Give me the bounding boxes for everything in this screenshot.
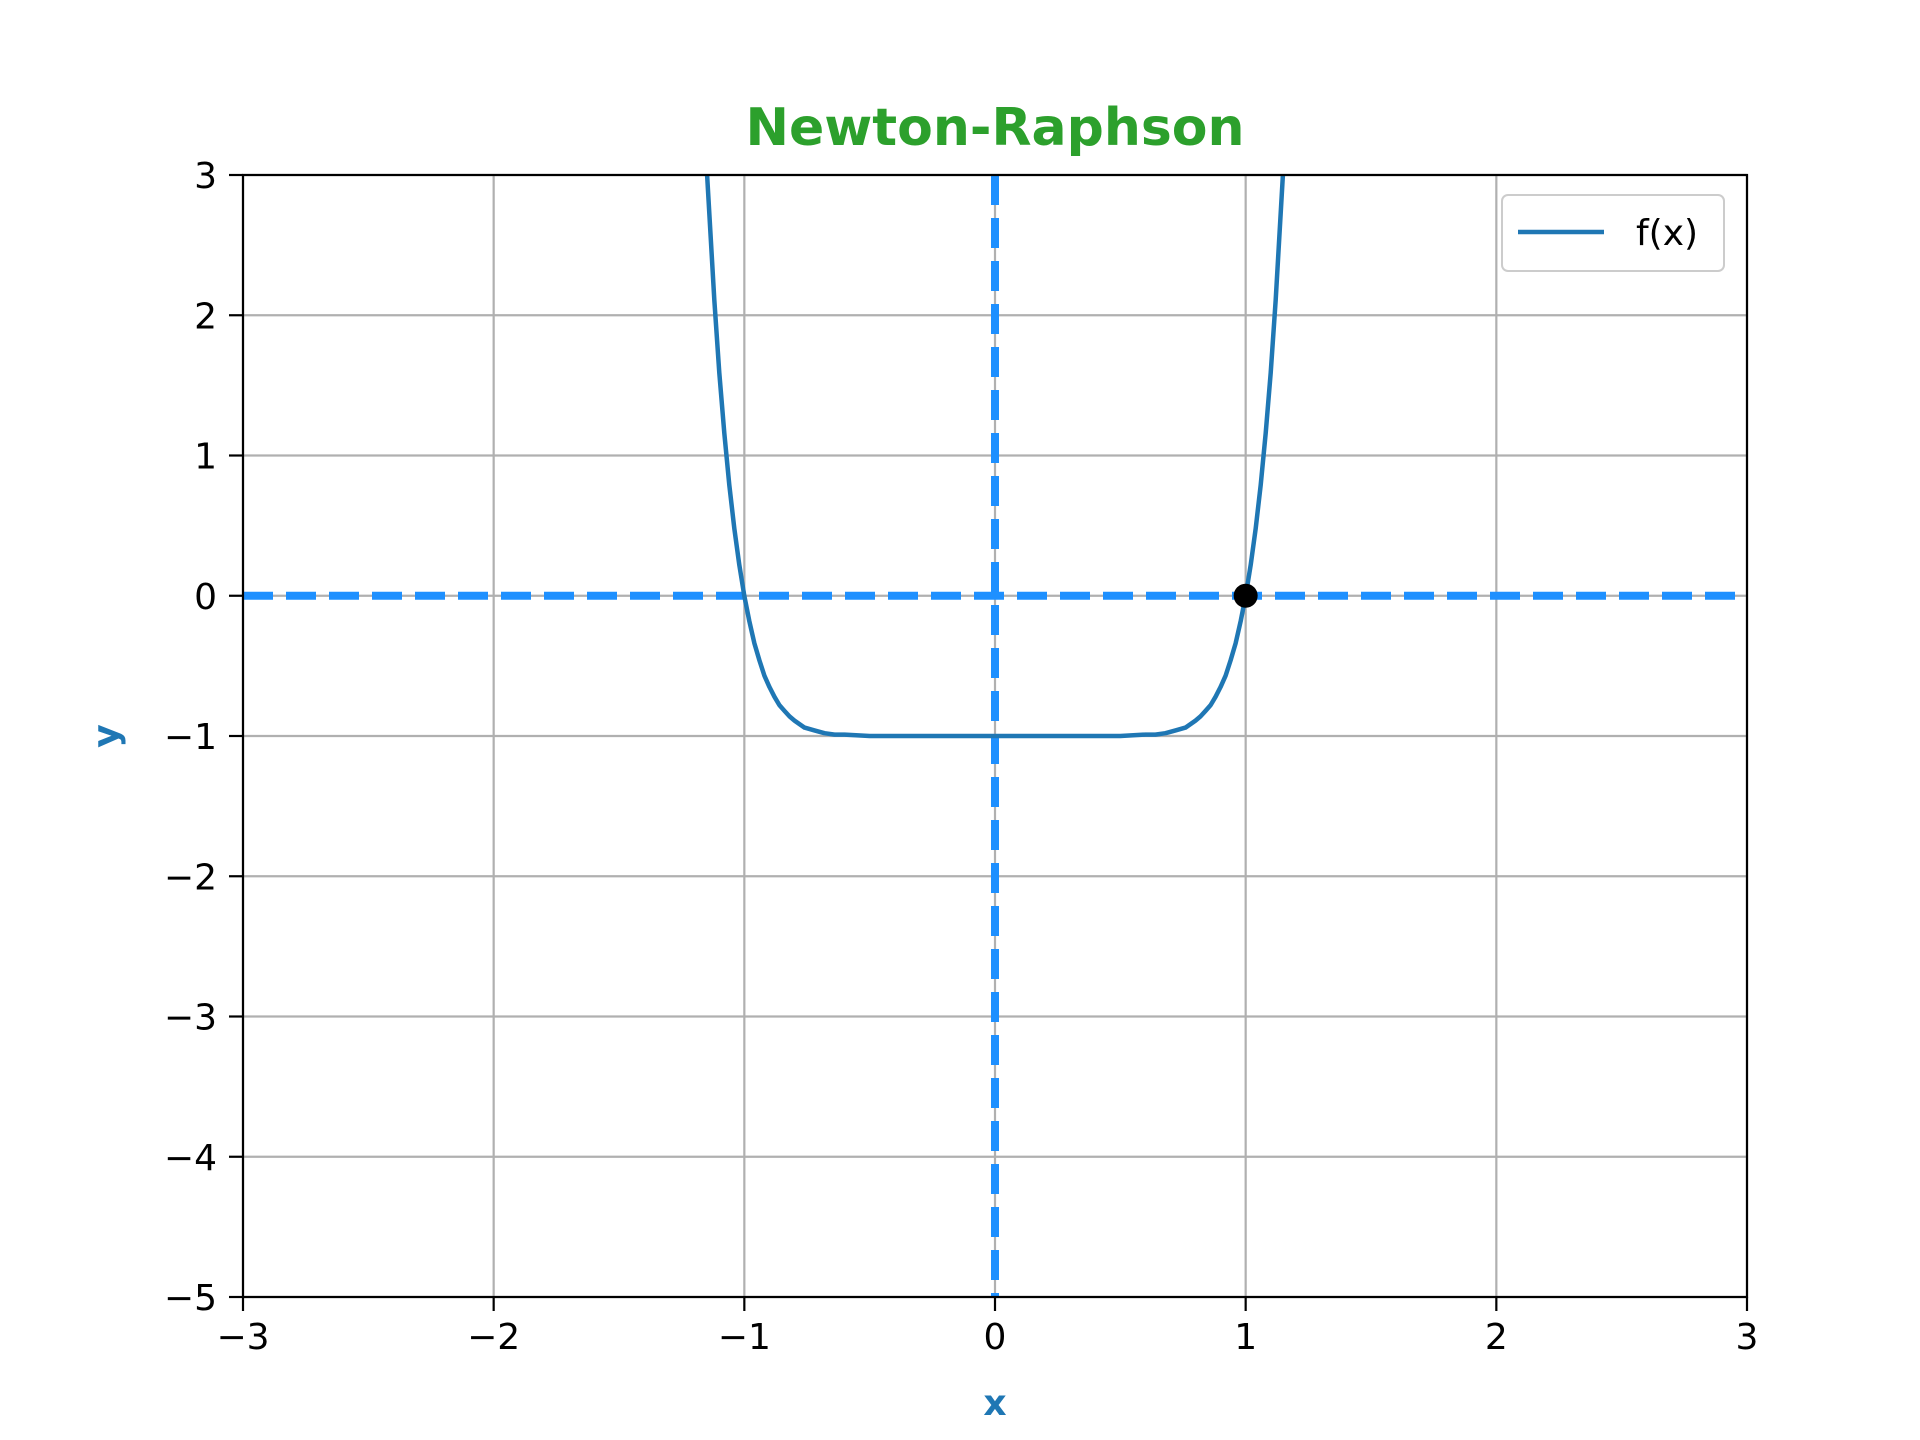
legend-label-f-x: f(x) — [1636, 213, 1698, 254]
x-tick-label-1: −2 — [467, 1317, 520, 1358]
x-tick-label-6: 3 — [1736, 1317, 1759, 1358]
x-axis-title: x — [983, 1383, 1006, 1424]
series-line-f-x — [704, 175, 1286, 739]
x-tick-label-4: 1 — [1234, 1317, 1257, 1358]
x-tick-label-3: 0 — [984, 1317, 1007, 1358]
y-tick-label-4: −1 — [164, 717, 217, 758]
y-tick-label-8: 3 — [194, 156, 217, 197]
ticks: −3 −2 −1 0 1 2 3 −5 −4 −3 −2 −1 0 1 2 3 — [164, 156, 1759, 1358]
y-tick-label-6: 1 — [194, 437, 217, 478]
y-tick-label-3: −2 — [164, 857, 217, 898]
legend-box — [1501, 194, 1725, 272]
y-tick-label-0: −5 — [164, 1278, 217, 1319]
legend: f(x) — [1501, 194, 1725, 272]
series-layer — [704, 175, 1286, 739]
y-tick-label-7: 2 — [194, 296, 217, 337]
x-tick-label-0: −3 — [216, 1317, 269, 1358]
x-tick-label-5: 2 — [1485, 1317, 1508, 1358]
y-tick-label-2: −3 — [164, 998, 217, 1039]
markers — [1233, 583, 1258, 608]
x-tick-label-2: −1 — [718, 1317, 771, 1358]
y-axis-title: y — [86, 724, 127, 747]
y-tick-label-1: −4 — [164, 1138, 217, 1179]
root-marker-0 — [1233, 583, 1258, 608]
chart-title: Newton-Raphson — [745, 98, 1244, 158]
y-tick-label-5: 0 — [194, 577, 217, 618]
